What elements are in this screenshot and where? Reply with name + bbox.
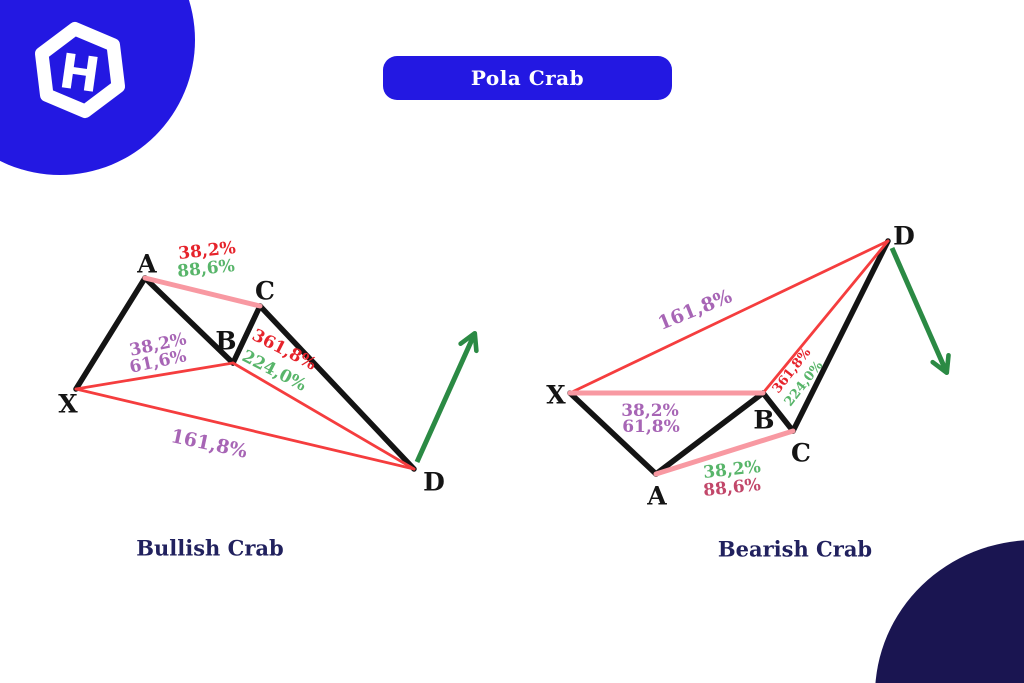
bearish-crab-trend-arrow [889, 246, 951, 376]
logo-letter: H [56, 44, 103, 104]
bearish-crab-leg-AB [653, 390, 766, 477]
bearish-crab-vertex-C: C [791, 439, 811, 468]
page-title: Pola Crab [470, 66, 585, 90]
bullish-crab-leg-CD [257, 303, 417, 472]
bearish-crab-leg-BC [760, 390, 796, 434]
bullish-crab-leg-XD [74, 387, 416, 471]
bearish-crab-leg-XD [568, 239, 890, 395]
bullish-crab-leg-XA [73, 275, 148, 392]
bearish-crab-vertex-B: B [753, 406, 774, 435]
bearish-crab-ratio-label-1: 38,2% [621, 401, 679, 421]
bullish-crab-leg-BD [231, 361, 416, 471]
bearish-crab-leg-AC [653, 428, 796, 477]
bullish-crab-vertex-B: B [215, 327, 236, 356]
brand-logo-icon: H [34, 21, 126, 119]
bullish-crab-vertex-A: A [136, 250, 157, 279]
bearish-crab-ratio-label-2: 61,8% [622, 417, 680, 437]
caption-bearish-crab: Bearish Crab [717, 536, 873, 562]
bullish-crab-vertex-C: C [255, 277, 275, 306]
bullish-crab-leg-BC [230, 303, 263, 366]
bearish-crab-leg-CD [790, 238, 891, 434]
bullish-crab-trend-arrow [414, 330, 479, 464]
caption-bullish-crab: Bullish Crab [136, 535, 284, 561]
bearish-crab-ratio-label-0: 161,8% [655, 285, 735, 334]
bullish-crab-leg-AC [142, 275, 263, 309]
bullish-crab-leg-AB [142, 275, 236, 366]
logo-hexagon [34, 21, 126, 119]
title-pill: Pola Crab [383, 56, 672, 100]
bearish-crab-leg-XA [567, 390, 659, 477]
bearish-crab-vertex-X: X [546, 381, 566, 410]
bullish-crab-leg-XB [74, 361, 235, 391]
bullish-crab-vertex-D: D [423, 468, 445, 497]
bearish-crab-vertex-D: D [893, 222, 915, 251]
bullish-crab-vertex-X: X [58, 390, 78, 419]
bearish-crab-vertex-A: A [646, 482, 667, 511]
bullish-crab-ratio-label-6: 161,8% [169, 425, 249, 463]
bearish-crab-leg-BD [761, 239, 890, 395]
